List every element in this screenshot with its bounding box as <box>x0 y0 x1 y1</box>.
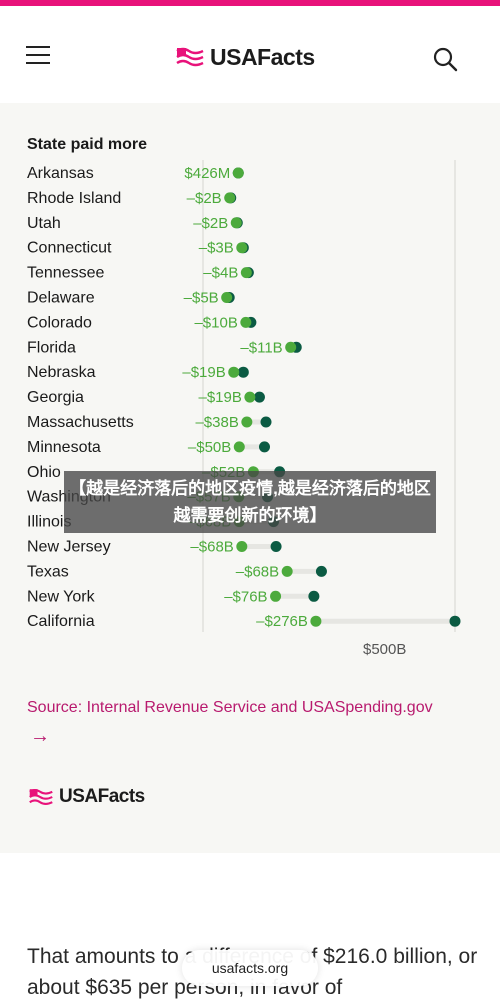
difference-label: –$50B <box>188 439 231 456</box>
state-label: Delaware <box>27 290 95 307</box>
state-label: Georgia <box>27 389 84 406</box>
dot-light <box>224 192 236 204</box>
source-text[interactable]: Source: Internal Revenue Service and USA… <box>27 699 433 716</box>
x-tick-label: $500B <box>363 641 406 658</box>
dot-light <box>281 565 293 577</box>
difference-label: –$76B <box>224 588 267 605</box>
dot-light <box>310 615 322 627</box>
state-label: Tennessee <box>27 265 104 282</box>
brand-top-bar <box>0 0 500 6</box>
dot-light <box>244 391 256 403</box>
dot-dark <box>237 366 249 378</box>
dot-light <box>236 541 248 552</box>
state-label: Nebraska <box>27 364 96 381</box>
dot-dark <box>253 391 265 403</box>
search-icon[interactable] <box>432 46 458 72</box>
dot-light <box>241 416 253 428</box>
dot-light <box>270 590 282 602</box>
state-label: Illinois <box>27 514 71 531</box>
dot-dark <box>315 565 327 577</box>
dot-light <box>228 366 240 378</box>
state-label: Massachusetts <box>27 414 134 431</box>
difference-label: –$19B <box>182 364 225 381</box>
footer-usafacts-logo: USAFacts <box>28 785 145 809</box>
state-label: New York <box>27 588 96 605</box>
dot-light <box>232 167 244 179</box>
hamburger-menu-icon[interactable] <box>26 46 50 66</box>
flag-logo-icon <box>29 789 53 805</box>
dot-light <box>236 242 248 254</box>
dot-light <box>233 441 245 453</box>
difference-label: –$68B <box>236 563 279 580</box>
logo-text: USAFacts <box>210 43 315 70</box>
state-label: Colorado <box>27 314 92 331</box>
difference-label: –$19B <box>198 389 241 406</box>
state-label: Rhode Island <box>27 190 121 207</box>
usafacts-logo[interactable]: USAFacts <box>175 43 315 71</box>
state-label: Arkansas <box>27 165 94 182</box>
dot-light <box>230 217 242 229</box>
dot-dark <box>258 441 270 453</box>
watermark-text: 知乎 @mattyice <box>380 976 472 991</box>
state-label: Ohio <box>27 464 61 481</box>
difference-label: –$4B <box>203 265 238 282</box>
difference-label: –$11B <box>240 339 282 356</box>
difference-label: –$5B <box>184 290 219 307</box>
source-arrow-icon[interactable]: → <box>30 725 50 747</box>
difference-label: –$10B <box>194 314 237 331</box>
state-label: New Jersey <box>27 539 111 556</box>
chart-title: State paid more <box>27 136 148 153</box>
dot-dark <box>449 615 461 627</box>
difference-label: –$276B <box>256 613 308 630</box>
dot-dark <box>270 541 282 552</box>
state-label: Connecticut <box>27 240 112 257</box>
site-header: USAFacts <box>0 6 500 103</box>
difference-label: –$2B <box>193 215 228 232</box>
dot-light <box>285 341 297 353</box>
dot-plot-chart: $500B Arkansas $426M Rhode Island –$2B Utah –$… <box>27 160 461 658</box>
state-label: California <box>27 613 95 630</box>
difference-label: $426M <box>184 165 230 182</box>
state-label: Minnesota <box>27 439 101 456</box>
footer-logo-text: USAFacts <box>59 786 145 807</box>
dot-dark <box>308 590 320 602</box>
flag-logo-icon <box>176 47 204 67</box>
state-label: Utah <box>27 215 61 232</box>
dot-dark <box>260 416 272 428</box>
dot-light <box>240 316 252 328</box>
state-label: Texas <box>27 563 69 580</box>
dot-light <box>221 292 233 303</box>
difference-label: –$3B <box>199 240 234 257</box>
difference-label: –$38B <box>195 414 238 431</box>
overlay-banner: 【越是经济落后的地区疫情,越是经济落后的地区越需要创新的环境】 <box>64 471 436 533</box>
dot-light <box>240 267 252 279</box>
state-label: Florida <box>27 339 76 356</box>
difference-label: –$2B <box>187 190 222 207</box>
difference-label: –$68B <box>190 539 233 556</box>
browser-url-pill[interactable]: usafacts.org <box>182 950 318 986</box>
